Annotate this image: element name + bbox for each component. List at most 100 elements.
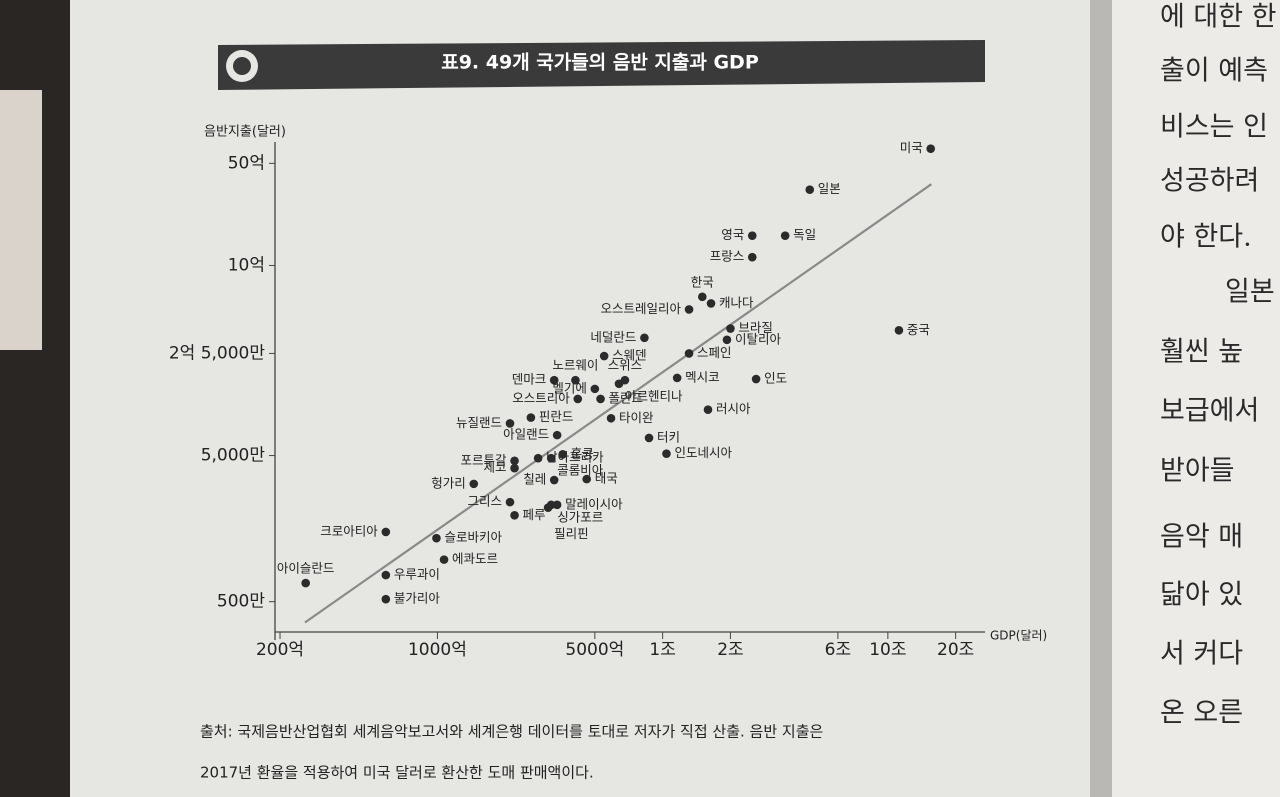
y-tick-label: 5,000만: [201, 446, 266, 466]
point-label: 싱가포르: [557, 509, 603, 524]
point: [606, 413, 616, 423]
point-label: 폴란드: [609, 390, 644, 405]
gutter: [1090, 0, 1112, 797]
point: [381, 594, 391, 604]
point: [672, 373, 682, 383]
point: [599, 351, 609, 361]
point-label: 덴마크: [512, 372, 547, 387]
point: [439, 555, 449, 564]
title-bar: [218, 40, 985, 90]
point-label: 스위스: [608, 358, 643, 373]
point-label: 인도네시아: [674, 445, 732, 460]
point: [684, 349, 694, 358]
point: [751, 374, 761, 384]
point: [301, 578, 310, 588]
y-tick-label: 10억: [228, 255, 265, 275]
y-tick-label: 2억 5,000만: [169, 343, 266, 363]
y-tick-label: 500만: [217, 592, 265, 612]
point: [549, 375, 559, 385]
point: [381, 570, 391, 580]
point: [582, 474, 591, 484]
right-page-line: 성공하려: [1160, 166, 1259, 197]
point-label: 홍콩: [571, 446, 594, 461]
point-label: 뉴질랜드: [456, 415, 502, 430]
point-label: 브라질: [738, 320, 773, 335]
point-label: 그리스: [467, 494, 502, 509]
point: [747, 252, 757, 262]
other-book: [0, 90, 42, 350]
point: [703, 405, 713, 415]
right-page-line: 음악 매: [1160, 522, 1243, 553]
x-tick-label: 200억: [256, 640, 304, 660]
point-label: 스페인: [697, 345, 732, 360]
point: [552, 430, 562, 440]
point: [549, 475, 559, 485]
point: [706, 299, 716, 308]
right-page-line: 받아들: [1160, 456, 1235, 487]
x-tick-label: 5000억: [565, 640, 624, 660]
x-tick-label: 6조: [825, 640, 851, 660]
point: [573, 394, 583, 404]
point: [526, 413, 536, 422]
point: [726, 324, 735, 333]
trend-line: [304, 183, 932, 624]
point: [543, 503, 553, 512]
point-label: 프랑스: [710, 249, 745, 264]
point-label: 체코: [484, 460, 507, 475]
y-tick-label: 50억: [228, 153, 265, 173]
source-line: 2017년 환율을 적용하여 미국 달러로 환산한 도매 판매액이다.: [200, 764, 594, 782]
point-label: 필리핀: [554, 526, 589, 541]
point: [644, 433, 654, 443]
title-icon-inner: [233, 57, 251, 75]
point: [590, 384, 600, 394]
point: [432, 533, 441, 543]
point-label: 중국: [907, 322, 930, 337]
point-label: 아르헨티나: [625, 388, 683, 403]
point-label: 불가리아: [394, 591, 441, 606]
point: [697, 292, 707, 302]
point: [510, 511, 519, 520]
right-page-line: 에 대한 한: [1160, 2, 1277, 33]
point-label: 일본: [818, 181, 841, 196]
x-tick-label: 20조: [937, 640, 974, 660]
right-page: [1112, 0, 1280, 797]
right-page-line: 야 한다.: [1160, 222, 1252, 253]
chart-title: 표9. 49개 국가들의 음반 지출과 GDP: [441, 52, 759, 74]
point: [533, 453, 543, 463]
point-label: 러시아: [716, 401, 751, 416]
point: [558, 450, 568, 459]
point: [505, 497, 515, 507]
point-label: 네덜란드: [590, 329, 636, 344]
point-label: 우루과이: [394, 567, 440, 582]
right-page-line: 훨씬 높: [1160, 337, 1243, 368]
point-label: 한국: [691, 274, 714, 289]
point-label: 인도: [764, 371, 787, 386]
right-page-line: 온 오른: [1160, 698, 1243, 729]
point: [469, 479, 479, 489]
point: [510, 456, 519, 466]
point-label: 칠레: [523, 472, 546, 487]
point: [722, 335, 732, 345]
point: [510, 463, 519, 473]
point-label: 멕시코: [685, 369, 720, 384]
x-tick-label: 1조: [649, 640, 675, 660]
point-label: 노르웨이: [552, 358, 598, 373]
point: [640, 333, 649, 343]
point-label: 미국: [900, 140, 923, 155]
point-label: 말레이시아: [565, 496, 623, 511]
point-label: 독일: [793, 227, 816, 242]
point-label: 터키: [657, 429, 680, 444]
point: [662, 449, 671, 458]
point: [614, 379, 624, 389]
point-label: 슬로바키아: [444, 530, 502, 545]
point-label: 영국: [721, 227, 744, 242]
x-tick-label: 1000억: [408, 640, 467, 660]
right-page-line: 비스는 인: [1160, 112, 1268, 143]
point: [780, 231, 790, 240]
point: [505, 419, 515, 428]
point-label: 스웨덴: [612, 348, 647, 363]
x-tick-label: 2조: [717, 640, 743, 660]
point-label: 태국: [595, 471, 618, 486]
